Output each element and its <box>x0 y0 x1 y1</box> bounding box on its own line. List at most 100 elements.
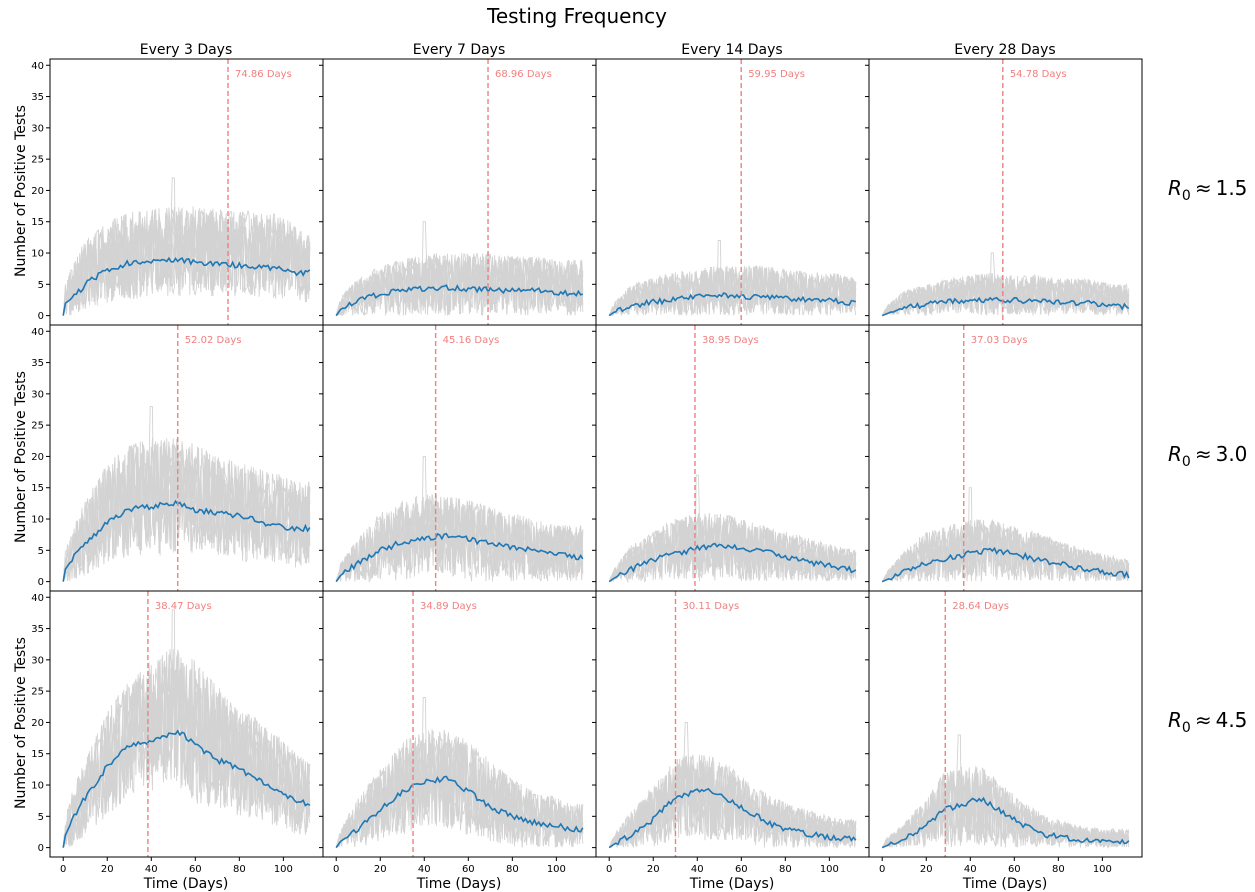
y-tick-label: 40 <box>31 593 44 604</box>
y-axis-label: Number of Positive Tests <box>13 371 29 543</box>
threshold-label: 45.16 Days <box>443 335 500 346</box>
y-axis-label: Number of Positive Tests <box>13 105 29 277</box>
x-tick-label: 40 <box>964 864 977 875</box>
plot-area <box>335 591 584 857</box>
column-title: Every 7 Days <box>413 42 506 58</box>
simulation-line <box>62 209 311 316</box>
chart-panel: 68.96 Days <box>319 58 597 326</box>
x-tick-label: 60 <box>189 864 202 875</box>
x-tick-label: 60 <box>462 864 475 875</box>
x-tick-label: 80 <box>233 864 246 875</box>
x-tick-label: 0 <box>879 864 885 875</box>
row-label-subscript: 0 <box>1182 188 1191 204</box>
x-tick-label: 0 <box>606 864 612 875</box>
chart-panel: 38.95 Days <box>592 324 870 592</box>
x-tick-label: 100 <box>820 864 839 875</box>
x-tick-label: 80 <box>1052 864 1065 875</box>
x-tick-label: 60 <box>735 864 748 875</box>
simulation-line <box>335 497 584 583</box>
simulation-line <box>335 253 584 317</box>
threshold-label: 68.96 Days <box>495 69 552 80</box>
chart-panel: 59.95 Days <box>592 58 870 326</box>
y-tick-label: 20 <box>31 452 44 463</box>
row-label: R0 ≈4.5 <box>1168 708 1247 736</box>
threshold-label: 34.89 Days <box>420 601 477 612</box>
row-label: R0 ≈3.0 <box>1168 442 1247 470</box>
panel-grid: 74.86 Days 0 5 10 15 20 25 30 35 40 68.96 Days 59.9… <box>31 58 1143 875</box>
plot-area <box>62 591 311 857</box>
y-tick-label: 40 <box>31 61 44 72</box>
plot-area <box>335 59 584 325</box>
simulation-line <box>881 519 1130 582</box>
chart-panel: 38.47 Days 0 5 10 15 20 25 30 35 40 0 20 40 60 80 100 <box>31 590 324 875</box>
x-axis-label: Time (Days) <box>962 876 1048 892</box>
y-tick-label: 0 <box>38 311 44 322</box>
plot-area <box>881 59 1130 325</box>
row-label-symbol: R <box>1168 708 1182 732</box>
y-tick-label: 10 <box>31 249 44 260</box>
y-tick-label: 20 <box>31 186 44 197</box>
chart-panel: 37.03 Days <box>865 324 1143 592</box>
x-tick-label: 40 <box>418 864 431 875</box>
simulation-line <box>62 660 311 848</box>
column-title: Every 3 Days <box>140 42 233 58</box>
x-axis-label: Time (Days) <box>143 876 229 892</box>
y-tick-label: 0 <box>38 843 44 854</box>
mean-line <box>62 729 311 848</box>
row-label-symbol: R <box>1168 176 1182 200</box>
row-label-relation: ≈ <box>1195 442 1212 466</box>
threshold-label: 38.47 Days <box>155 601 212 612</box>
y-tick-label: 15 <box>31 749 44 760</box>
row-label-value: 1.5 <box>1216 176 1248 200</box>
plot-area <box>62 59 311 325</box>
simulation-line <box>335 254 584 316</box>
x-axis-label: Time (Days) <box>689 876 775 892</box>
y-tick-label: 35 <box>31 92 44 103</box>
chart-panel: 45.16 Days <box>319 324 597 592</box>
threshold-label: 74.86 Days <box>235 69 292 80</box>
row-label-symbol: R <box>1168 442 1182 466</box>
x-tick-label: 60 <box>1008 864 1021 875</box>
chart-panel: 28.64 Days 0 20 40 60 80 100 <box>865 590 1143 875</box>
simulation-line <box>882 275 1130 317</box>
plot-area <box>881 325 1130 591</box>
mean-line <box>335 284 583 317</box>
plot-area <box>608 591 857 857</box>
simulation-line <box>608 513 857 583</box>
mean-line <box>62 256 311 316</box>
x-tick-label: 100 <box>547 864 566 875</box>
x-tick-label: 40 <box>691 864 704 875</box>
mean-line <box>335 532 584 583</box>
y-axis-labels: Number of Positive Tests Number of Posit… <box>13 105 29 809</box>
x-tick-label: 0 <box>60 864 66 875</box>
x-tick-label: 100 <box>274 864 293 875</box>
column-title: Every 14 Days <box>681 42 782 58</box>
simulation-line <box>608 265 857 316</box>
mean-line <box>608 292 857 317</box>
figure-title: Testing Frequency <box>486 4 667 28</box>
axes-frame <box>868 590 1143 858</box>
chart-panel: 30.11 Days 0 20 40 60 80 100 <box>592 590 870 875</box>
y-tick-label: 40 <box>31 327 44 338</box>
x-tick-label: 40 <box>145 864 158 875</box>
x-tick-label: 20 <box>920 864 933 875</box>
y-tick-label: 35 <box>31 358 44 369</box>
mean-line <box>335 775 584 849</box>
mean-line <box>608 542 857 583</box>
simulation-line <box>882 766 1130 849</box>
x-tick-label: 80 <box>506 864 519 875</box>
row-label-value: 3.0 <box>1216 442 1248 466</box>
row-label-relation: ≈ <box>1195 708 1212 732</box>
y-tick-label: 30 <box>31 123 44 134</box>
y-tick-label: 5 <box>38 546 44 557</box>
y-axis-label: Number of Positive Tests <box>13 637 29 809</box>
simulation-line <box>608 265 857 316</box>
x-tick-label: 20 <box>374 864 387 875</box>
x-axis-labels: Time (Days) Time (Days) Time (Days) Time… <box>143 876 1048 892</box>
threshold-label: 37.03 Days <box>971 335 1028 346</box>
y-tick-label: 5 <box>38 280 44 291</box>
x-tick-label: 100 <box>1093 864 1112 875</box>
row-label-subscript: 0 <box>1182 454 1191 470</box>
row-label-value: 4.5 <box>1216 708 1248 732</box>
